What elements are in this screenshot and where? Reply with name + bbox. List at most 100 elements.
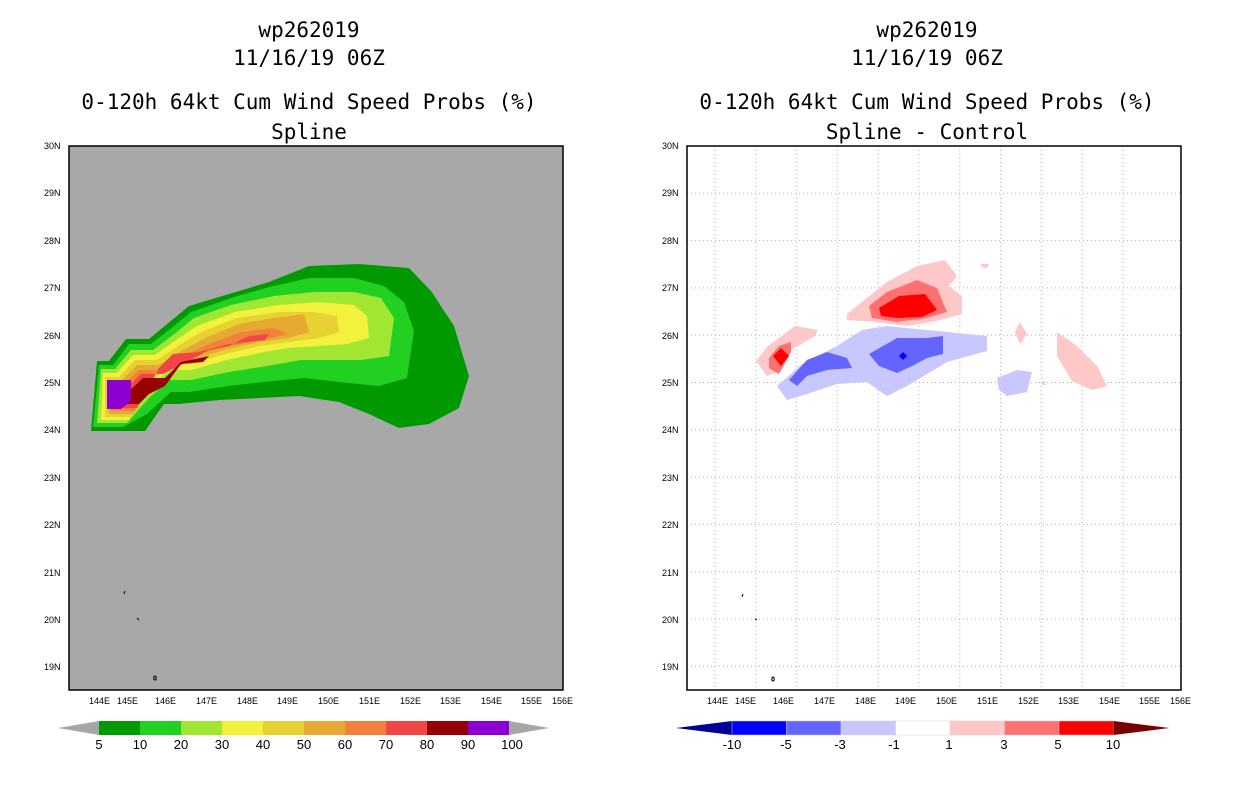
lon-label: 152E xyxy=(400,696,422,706)
lon-label: 151E xyxy=(359,696,381,706)
colorbar-swatch xyxy=(140,721,181,735)
map-background xyxy=(687,146,1181,690)
lat-label: 20N xyxy=(662,615,679,625)
island xyxy=(741,593,744,598)
datetime: 11/16/19 06Z xyxy=(851,46,1003,70)
island xyxy=(123,590,126,595)
colorbar-label: -10 xyxy=(722,737,742,752)
lon-label: 153E xyxy=(440,696,462,706)
colorbar-swatch xyxy=(895,720,951,736)
colorbar-label: 40 xyxy=(255,737,271,752)
contour-pos-1 xyxy=(1057,332,1107,390)
colorbar-label: 30 xyxy=(214,737,230,752)
lon-label: 146E xyxy=(155,696,177,706)
island xyxy=(771,676,775,682)
contour-neg-1 xyxy=(997,370,1032,396)
colorbar xyxy=(58,721,549,735)
lon-label: 154E xyxy=(481,696,503,706)
lat-label: 24N xyxy=(662,425,679,435)
lat-label: 19N xyxy=(44,662,61,672)
colorbar-label: 80 xyxy=(419,737,435,752)
lat-label: 28N xyxy=(44,236,61,246)
contour-neg-3 xyxy=(789,352,852,386)
lon-label: 144E xyxy=(89,696,111,706)
contour-pos-1 xyxy=(1041,380,1046,386)
map-subtitle: Spline xyxy=(271,120,347,144)
colorbar-swatch xyxy=(840,720,896,736)
lon-label: 154E xyxy=(1099,696,1121,706)
map-border xyxy=(686,145,1182,691)
colorbar-swatch xyxy=(949,720,1005,736)
lat-label: 30N xyxy=(44,141,61,151)
lat-label: 29N xyxy=(44,188,61,198)
island xyxy=(153,675,157,681)
lat-label: 27N xyxy=(44,283,61,293)
storm-id: wp262019 xyxy=(876,18,978,42)
lon-label: 148E xyxy=(237,696,259,706)
map-title: 0-120h 64kt Cum Wind Speed Probs (%) xyxy=(699,90,1155,114)
colorbar-label: 1 xyxy=(945,737,953,752)
colorbar-swatch xyxy=(304,721,345,735)
lon-label: 144E xyxy=(707,696,729,706)
colorbar-label: 20 xyxy=(173,737,189,752)
colorbar-label: -1 xyxy=(888,737,900,752)
colorbar-swatch xyxy=(731,720,787,736)
lon-label: 148E xyxy=(855,696,877,706)
lat-label: 21N xyxy=(44,568,61,578)
colorbar-label: 10 xyxy=(132,737,148,752)
lat-label: 26N xyxy=(662,331,679,341)
colorbar-swatch xyxy=(1058,720,1114,736)
island xyxy=(136,617,140,621)
colorbar-label: 90 xyxy=(460,737,476,752)
map-subtitle: Spline - Control xyxy=(825,120,1029,144)
lon-label: 149E xyxy=(277,696,299,706)
map-title: 0-120h 64kt Cum Wind Speed Probs (%) xyxy=(81,90,537,114)
lon-label: 147E xyxy=(814,696,836,706)
lon-label: 152E xyxy=(1018,696,1040,706)
lon-label: 150E xyxy=(936,696,958,706)
colorbar-label: 50 xyxy=(296,737,312,752)
contour-80 xyxy=(113,356,209,404)
contour-pos-5 xyxy=(879,294,937,318)
colorbar-end-low xyxy=(676,721,732,735)
lat-label: 25N xyxy=(662,378,679,388)
lat-label: 23N xyxy=(44,473,61,483)
lat-label: 25N xyxy=(44,378,61,388)
colorbar-swatch xyxy=(1004,720,1060,736)
colorbar-label: -5 xyxy=(780,737,792,752)
colorbar-swatch xyxy=(181,721,222,735)
colorbar-swatch xyxy=(468,721,509,735)
colorbar-end-high xyxy=(1113,721,1170,735)
lon-label: 156E xyxy=(552,696,574,706)
lon-label: 146E xyxy=(773,696,795,706)
lat-label: 19N xyxy=(662,662,679,672)
colorbar-label: 60 xyxy=(337,737,353,752)
contour-pos-5 xyxy=(773,348,789,366)
lat-label: 22N xyxy=(662,520,679,530)
colorbar-label: 3 xyxy=(1000,737,1008,752)
colorbar-label: 10 xyxy=(1105,737,1121,752)
colorbar-swatch xyxy=(263,721,304,735)
contour-neg-5 xyxy=(899,352,907,360)
storm-id: wp262019 xyxy=(258,18,360,42)
lon-label: 155E xyxy=(1139,696,1161,706)
lon-label: 145E xyxy=(735,696,757,706)
right-panel: wp262019 11/16/19 06Z 0-120h 64kt Cum Wi… xyxy=(618,0,1236,800)
lon-label: 145E xyxy=(117,696,139,706)
datetime: 11/16/19 06Z xyxy=(233,46,385,70)
contour-pos-1 xyxy=(981,264,989,268)
colorbar-swatch xyxy=(427,721,468,735)
colorbar-label: 5 xyxy=(1054,737,1062,752)
colorbar xyxy=(676,720,1170,736)
contour-90 xyxy=(107,380,131,409)
lon-label: 153E xyxy=(1058,696,1080,706)
colorbar-swatch xyxy=(786,720,842,736)
lon-label: 156E xyxy=(1170,696,1192,706)
difference-map xyxy=(686,145,1182,691)
lat-label: 28N xyxy=(662,236,679,246)
left-panel: wp262019 11/16/19 06Z 0-120h 64kt Cum Wi… xyxy=(44,18,574,752)
colorbar-swatch xyxy=(99,721,140,735)
lat-label: 20N xyxy=(44,615,61,625)
lon-label: 150E xyxy=(318,696,340,706)
probability-map xyxy=(68,145,564,691)
